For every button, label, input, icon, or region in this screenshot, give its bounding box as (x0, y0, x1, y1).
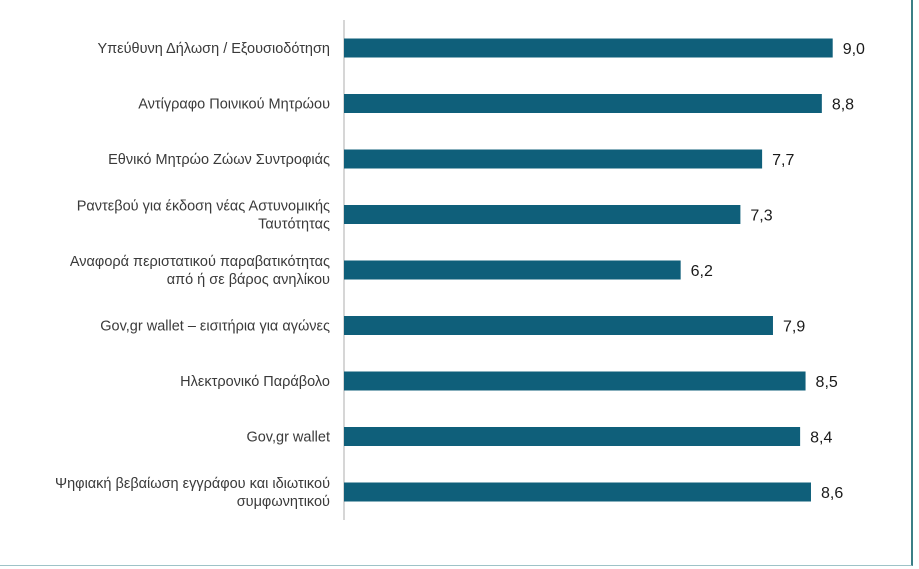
bar (344, 316, 773, 335)
value-label: 8,4 (810, 430, 832, 447)
value-label: 8,8 (832, 97, 854, 114)
category-label: από ή σε βάρος ανηλίκου (167, 272, 330, 288)
value-label: 9,0 (843, 41, 865, 58)
bar (344, 427, 801, 446)
category-label: Ηλεκτρονικό Παράβολο (180, 374, 330, 390)
bars-layer: 9,0 Υπεύθυνη Δήλωση / Εξουσιοδότηση 8,8 Αντ… (55, 38, 865, 510)
category-label: συμφωνητικού (237, 494, 330, 510)
value-label: 8,5 (816, 374, 838, 391)
bar (344, 94, 822, 113)
category-label: Αντίγραφο Ποινικού Μητρώου (138, 97, 330, 113)
bar (344, 371, 806, 391)
value-label: 7,3 (750, 208, 772, 225)
category-label: Υπεύθυνη Δήλωση / Εξουσιοδότηση (97, 41, 330, 57)
category-label: Εθνικό Μητρώο Ζώων Συντροφιάς (108, 152, 330, 168)
value-label: 6,2 (691, 263, 713, 280)
bar (344, 149, 763, 169)
category-label: Ραντεβού για έκδοση νέας Αστυνομικής (77, 199, 330, 215)
category-label: Gov,gr wallet (246, 430, 330, 446)
value-label: 8,6 (821, 485, 843, 502)
category-label: Ψηφιακή βεβαίωση εγγράφου και ιδιωτικού (55, 476, 330, 492)
bar (344, 482, 811, 502)
bar (344, 38, 833, 58)
value-label: 7,7 (772, 152, 794, 169)
bar (344, 260, 681, 280)
value-label: 7,9 (783, 319, 805, 336)
category-label: Αναφορά περιστατικού παραβατικότητας (70, 254, 330, 270)
category-label: Ταυτότητας (258, 217, 330, 233)
bar (344, 205, 741, 224)
category-label: Gov,gr wallet – εισιτήρια για αγώνες (100, 319, 330, 335)
